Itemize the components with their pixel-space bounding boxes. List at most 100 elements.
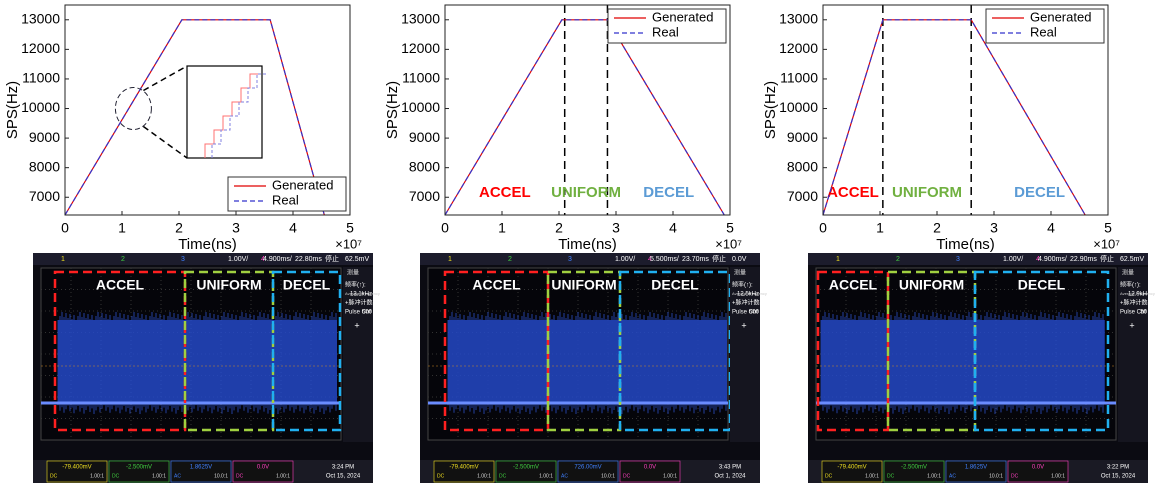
legend (607, 8, 727, 44)
readout-value: -2.500mV (126, 465, 152, 471)
trigger-level: 62.5mV (1120, 256, 1144, 263)
y-tick-label: 13000 (21, 10, 60, 26)
series-line (64, 19, 325, 216)
readout-cell (433, 460, 495, 483)
plot-frame (64, 4, 351, 216)
x-multiplier: ×10⁷ (335, 236, 362, 251)
y-tick-label: 10000 (401, 99, 440, 115)
y-tick-label: 10000 (21, 99, 60, 115)
readout-coupling: DC (236, 473, 244, 479)
count-value: 500 (362, 310, 373, 316)
readout-cell (821, 460, 883, 483)
phase-label: DECEL (1014, 184, 1065, 201)
readout-coupling: DC (499, 473, 507, 479)
readout-probe: 1.00:1 (477, 473, 491, 479)
measure-panel (730, 267, 760, 442)
y-tick-label: 8000 (29, 158, 60, 174)
y-tick-label: 8000 (787, 158, 818, 174)
readout-coupling: AC (561, 473, 568, 479)
x-tick-label: 3 (990, 220, 998, 236)
channel-number: 2 (121, 256, 125, 263)
freq-label: 频率(↑): (1120, 281, 1141, 289)
channel-scale: 1.00V/ (615, 256, 635, 263)
channel-number: 3 (568, 256, 572, 263)
clock-date: Oct 15, 2024 (326, 474, 361, 480)
phase-box-label: UNIFORM (899, 277, 964, 293)
readout-cell (883, 460, 945, 483)
readout-probe: 10.0:1 (601, 473, 615, 479)
readout-coupling: AC (949, 473, 956, 479)
y-tick-label: 7000 (409, 188, 440, 204)
readout-coupling: DC (1011, 473, 1019, 479)
readout-value: -79.400mV (449, 465, 478, 471)
timebase: 4.900ms/ (263, 256, 292, 263)
phase-box-label: DECEL (1018, 277, 1066, 293)
legend-label: Generated (652, 9, 713, 24)
chart: 0 1 2 3 4 5 7000 8000 9000 10000 11000 12000 13000 SP… (762, 4, 1120, 253)
freq-value: 12.9kH (1128, 292, 1147, 298)
readout-value: 1.8625V (965, 465, 987, 471)
readout-cell (495, 460, 557, 483)
chart: 0 1 2 3 4 5 7000 8000 9000 10000 11000 12000 13000 SP… (384, 4, 742, 253)
count-name: Pulse Cnt (732, 310, 758, 316)
measure-panel (343, 267, 373, 442)
y-tick-label: 12000 (21, 40, 60, 56)
zoom-step (211, 73, 266, 158)
phase-label: UNIFORM (551, 184, 621, 201)
x-tick-label: 0 (441, 220, 449, 236)
phase-box-label: ACCEL (96, 277, 145, 293)
y-tick-label: 13000 (779, 10, 818, 26)
readout-cell (46, 460, 108, 483)
y-tick-label: 13000 (401, 10, 440, 26)
readout-cell (945, 460, 1007, 483)
readout-value: 1.8625V (190, 465, 212, 471)
trigger-level: 0.0V (732, 256, 747, 263)
readout-cell (170, 460, 232, 483)
readout-value: 0.0V (644, 465, 656, 471)
phase-box-label: ACCEL (472, 277, 521, 293)
plot-frame (444, 4, 731, 216)
plot-frame (822, 4, 1109, 216)
readout-cell (1007, 460, 1069, 483)
delay: 23.70ms (682, 256, 709, 263)
readout-value: 0.0V (1032, 465, 1044, 471)
zoom-inset (186, 65, 263, 159)
readout-value: 0.0V (257, 465, 269, 471)
x-tick-label: 2 (933, 220, 941, 236)
phase-label: UNIFORM (892, 184, 962, 201)
clock-time: 3:43 PM (719, 465, 741, 471)
y-tick-label: 9000 (787, 129, 818, 145)
x-tick-label: 1 (118, 220, 126, 236)
x-tick-label: 4 (669, 220, 677, 236)
y-tick-label: 11000 (402, 70, 440, 86)
y-tick-label: 9000 (409, 129, 440, 145)
x-tick-label: 2 (555, 220, 563, 236)
readout-coupling: DC (887, 473, 895, 479)
readout-probe: 1.00:1 (90, 473, 104, 479)
y-tick-label: 7000 (29, 188, 60, 204)
top-bar (420, 253, 760, 265)
count-value: 500 (749, 310, 760, 316)
top-bar (33, 253, 373, 265)
measure-title: 测量 (734, 269, 746, 277)
x-tick-label: 5 (726, 220, 734, 236)
phase-box (53, 270, 187, 432)
y-axis-label: SPS(Hz) (4, 81, 21, 139)
x-axis-label: Time(ns) (558, 236, 617, 253)
readout-probe: 10.0:1 (214, 473, 228, 479)
clock-date: Oct 15, 2024 (1101, 474, 1136, 480)
legend (985, 8, 1105, 44)
count-label: +脉冲计数(↑): (345, 299, 382, 307)
x-tick-label: 3 (612, 220, 620, 236)
readout-cell (557, 460, 619, 483)
readout-probe: 1.00:1 (1051, 473, 1065, 479)
clock-date: Oct 1, 2024 (714, 474, 746, 480)
channel-number: 4 (648, 256, 652, 263)
channel-scale: 1.00V/ (1003, 256, 1023, 263)
count-label: +脉冲计数(↑): (1120, 299, 1157, 307)
y-tick-label: 7000 (787, 188, 818, 204)
readout-cell (108, 460, 170, 483)
channel-number: 4 (261, 256, 265, 263)
x-tick-label: 3 (232, 220, 240, 236)
